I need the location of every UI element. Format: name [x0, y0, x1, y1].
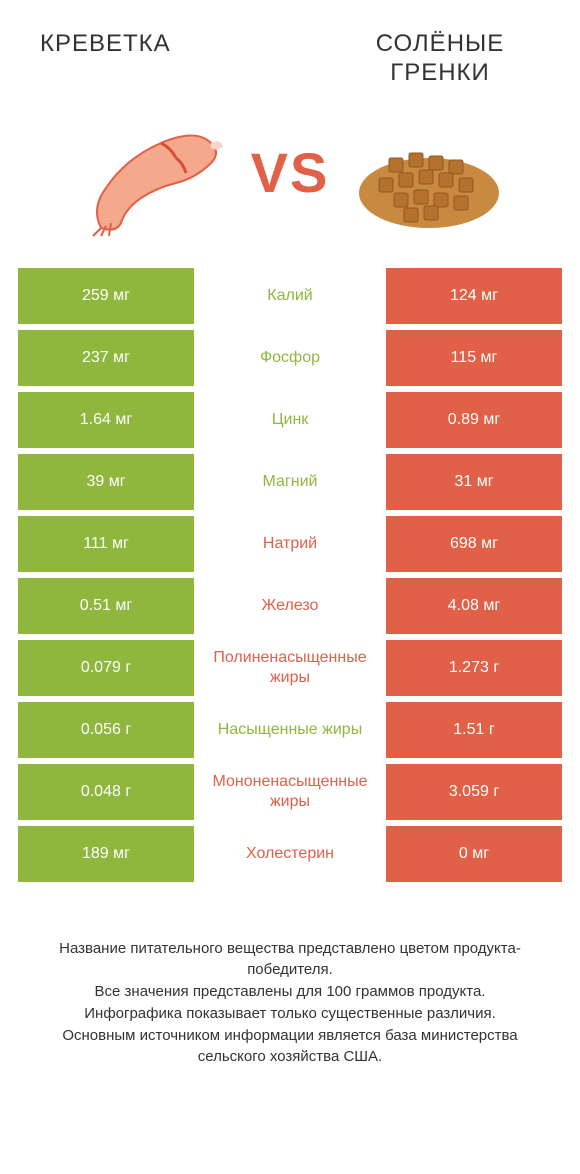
nutrient-label: Фосфор	[194, 330, 386, 386]
nutrient-row: 0.51 мгЖелезо4.08 мг	[18, 578, 562, 634]
nutrient-label: Холестерин	[194, 826, 386, 882]
nutrient-label: Насыщенные жиры	[194, 702, 386, 758]
right-value: 3.059 г	[386, 764, 562, 820]
right-value: 124 мг	[386, 268, 562, 324]
left-value: 39 мг	[18, 454, 194, 510]
nutrient-label: Железо	[194, 578, 386, 634]
nutrient-label: Калий	[194, 268, 386, 324]
right-value: 4.08 мг	[386, 578, 562, 634]
right-value: 0 мг	[386, 826, 562, 882]
nutrient-row: 0.079 гПолиненасыщенные жиры1.273 г	[18, 640, 562, 696]
left-value: 0.048 г	[18, 764, 194, 820]
left-value: 0.056 г	[18, 702, 194, 758]
right-value: 115 мг	[386, 330, 562, 386]
left-value: 237 мг	[18, 330, 194, 386]
nutrient-row: 39 мгМагний31 мг	[18, 454, 562, 510]
nutrient-table: 259 мгКалий124 мг 237 мгФосфор115 мг 1.64 …	[0, 268, 580, 882]
footer-note: Название питательного вещества представл…	[0, 888, 580, 1069]
right-food-title: СОЛЁНЫЕ ГРЕНКИ	[340, 30, 540, 88]
left-food-title: КРЕВЕТКА	[40, 30, 171, 88]
vs-label: VS	[251, 140, 330, 205]
nutrient-row: 189 мгХолестерин0 мг	[18, 826, 562, 882]
right-value: 1.273 г	[386, 640, 562, 696]
nutrient-label: Магний	[194, 454, 386, 510]
nutrient-label: Мононенасыщенные жиры	[194, 764, 386, 820]
left-value: 259 мг	[18, 268, 194, 324]
footer-line: Название питательного вещества представл…	[30, 938, 550, 982]
nutrient-row: 0.056 гНасыщенные жиры1.51 г	[18, 702, 562, 758]
right-value: 0.89 мг	[386, 392, 562, 448]
nutrient-label: Полиненасыщенные жиры	[194, 640, 386, 696]
croutons-icon	[349, 108, 509, 238]
footer-line: Инфографика показывает только существенн…	[30, 1003, 550, 1025]
shrimp-icon	[71, 108, 231, 238]
nutrient-row: 237 мгФосфор115 мг	[18, 330, 562, 386]
footer-line: Основным источником информации является …	[30, 1025, 550, 1069]
left-value: 0.51 мг	[18, 578, 194, 634]
nutrient-row: 1.64 мгЦинк0.89 мг	[18, 392, 562, 448]
left-value: 1.64 мг	[18, 392, 194, 448]
right-value: 698 мг	[386, 516, 562, 572]
nutrient-label: Цинк	[194, 392, 386, 448]
footer-line: Все значения представлены для 100 граммо…	[30, 981, 550, 1003]
right-value: 31 мг	[386, 454, 562, 510]
nutrient-label: Натрий	[194, 516, 386, 572]
nutrient-row: 259 мгКалий124 мг	[18, 268, 562, 324]
vs-row: VS	[0, 98, 580, 268]
left-value: 111 мг	[18, 516, 194, 572]
nutrient-row: 111 мгНатрий698 мг	[18, 516, 562, 572]
nutrient-row: 0.048 гМононенасыщенные жиры3.059 г	[18, 764, 562, 820]
left-value: 0.079 г	[18, 640, 194, 696]
right-value: 1.51 г	[386, 702, 562, 758]
left-value: 189 мг	[18, 826, 194, 882]
header: КРЕВЕТКА СОЛЁНЫЕ ГРЕНКИ	[0, 0, 580, 98]
